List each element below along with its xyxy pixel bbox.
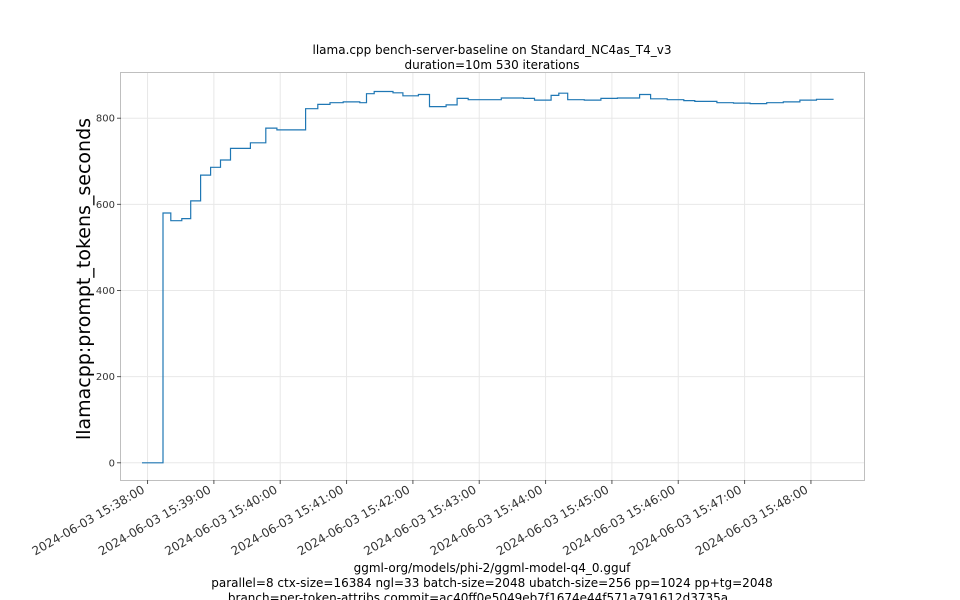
series-line	[142, 90, 834, 464]
footer-params: parallel=8 ctx-size=16384 ngl=33 batch-s…	[211, 576, 772, 590]
y-axis-label: llamacpp:prompt_tokens_seconds	[73, 118, 95, 440]
y-tick-label: 600	[96, 200, 115, 211]
y-tick-label: 400	[96, 286, 115, 297]
x-tick-label: 2024-06-03 15:41:00	[229, 482, 346, 558]
x-tick-label: 2024-06-03 15:46:00	[560, 482, 677, 558]
x-tick-label: 2024-06-03 15:42:00	[295, 482, 412, 558]
x-tick-label: 2024-06-03 15:44:00	[428, 482, 545, 558]
x-tick-label: 2024-06-03 15:47:00	[627, 482, 744, 558]
x-tick-label: 2024-06-03 15:40:00	[162, 482, 279, 558]
y-tick-label: 200	[96, 372, 115, 383]
plot-frame	[120, 72, 865, 481]
footer-model: ggml-org/models/phi-2/ggml-model-q4_0.gg…	[354, 561, 632, 575]
y-tick-label: 800	[96, 114, 115, 125]
x-tick-label: 2024-06-03 15:39:00	[96, 482, 213, 558]
footer-branch: branch=per-token-attribs commit=ac40ff0e…	[228, 591, 728, 600]
y-axis-ticks: 0 200 400 600 800	[96, 114, 121, 469]
grid-lines	[121, 73, 864, 480]
y-tick-label: 0	[109, 458, 115, 469]
chart-title: llama.cpp bench-server-baseline on Stand…	[313, 43, 672, 57]
x-tick-label: 2024-06-03 15:48:00	[693, 482, 810, 558]
chart-subtitle: duration=10m 530 iterations	[405, 58, 580, 72]
x-tick-label: 2024-06-03 15:43:00	[361, 482, 478, 558]
x-tick-label: 2024-06-03 15:45:00	[494, 482, 611, 558]
x-tick-label: 2024-06-03 15:38:00	[30, 482, 147, 558]
